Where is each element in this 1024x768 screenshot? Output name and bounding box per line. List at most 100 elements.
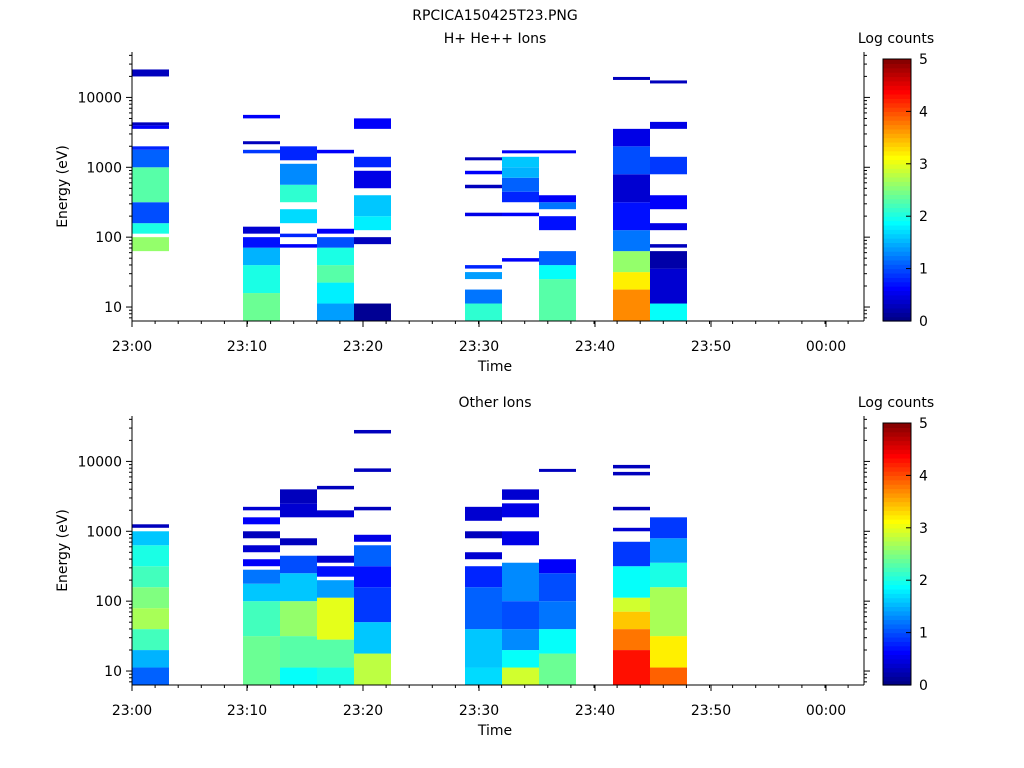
panel-title: Other Ions [458, 395, 531, 411]
spectrogram-cell [317, 247, 354, 266]
spectrogram-cell [243, 531, 280, 539]
colorbar-swatch [883, 671, 911, 677]
spectrogram-cell [650, 121, 687, 129]
spectrogram-cell [132, 608, 169, 630]
spectrogram-cell [650, 303, 687, 321]
x-tick-label: 23:00 [112, 339, 152, 355]
spectrogram-cell [132, 237, 169, 252]
spectrogram-cell [280, 503, 317, 518]
spectrogram-cell [354, 170, 391, 189]
spectrogram-cell [465, 566, 502, 588]
spectrogram-cell [317, 303, 354, 321]
spectrogram-cell [650, 244, 687, 248]
colorbar-swatch [883, 128, 911, 134]
spectrogram-cell [280, 538, 317, 546]
colorbar-swatch [883, 488, 911, 494]
colorbar-swatch [883, 497, 911, 503]
spectrogram-cell [243, 545, 280, 553]
spectrogram-cell [613, 202, 650, 231]
spectrogram-cell [613, 289, 650, 321]
x-tick-label: 23:50 [691, 339, 731, 355]
spectrogram-cell [613, 629, 650, 651]
colorbar-tick-label: 1 [919, 626, 928, 642]
colorbar-tick-label: 3 [919, 157, 928, 173]
x-tick-label: 23:20 [343, 339, 383, 355]
colorbar-frame [882, 58, 912, 322]
colorbar-swatch [883, 67, 911, 73]
colorbar-swatch [883, 124, 911, 130]
colorbar-swatch [883, 623, 911, 629]
spectrogram-cell [613, 128, 650, 147]
figure-title: RPCICA150425T23.PNG [412, 8, 577, 24]
colorbar-tick-label: 2 [919, 573, 928, 589]
spectrogram-cell [132, 202, 169, 224]
spectrogram-cell [280, 601, 317, 637]
spectrogram-cell [243, 237, 280, 248]
spectrogram-cell [243, 517, 280, 525]
colorbar-swatch [883, 540, 911, 546]
colorbar-swatch [883, 471, 911, 476]
spectrogram-cell [465, 303, 502, 321]
spectrogram-cell [650, 538, 687, 563]
x-tick-label: 23:30 [459, 339, 499, 355]
spectrogram-cell [613, 597, 650, 612]
colorbar-tick-label: 0 [919, 678, 928, 694]
colorbar-swatch [883, 181, 911, 187]
colorbar-swatch [883, 501, 911, 507]
spectrogram-cell [539, 202, 576, 210]
spectrogram-cell [243, 293, 280, 321]
colorbar-swatch [883, 676, 911, 682]
colorbar-swatch [883, 251, 911, 257]
colorbar-swatch [883, 519, 911, 525]
colorbar-swatch [883, 224, 911, 230]
spectrogram-cell [613, 251, 650, 273]
spectrogram-cell [613, 566, 650, 598]
colorbar-swatch [883, 76, 911, 82]
spectrogram-cell [132, 587, 169, 609]
spectrogram-cell [132, 69, 169, 77]
x-tick-label: 23:30 [459, 703, 499, 719]
spectrogram-cell [539, 251, 576, 266]
colorbar-swatch [883, 554, 911, 559]
colorbar-swatch [883, 59, 911, 64]
spectrogram-cell [280, 163, 317, 185]
spectrogram-cell [354, 545, 391, 567]
colorbar-swatch [883, 580, 911, 586]
colorbar-swatch [883, 259, 911, 265]
spectrogram-cell [502, 156, 539, 168]
y-axis-label: Energy (eV) [55, 509, 71, 592]
colorbar-swatch [883, 146, 911, 152]
spectrogram-cell [502, 667, 539, 685]
colorbar-swatch [883, 680, 911, 686]
x-tick-label: 23:00 [112, 703, 152, 719]
colorbar-swatch [883, 203, 911, 209]
x-axis-label: Time [477, 359, 512, 375]
colorbar-swatch [883, 137, 911, 143]
colorbar-swatch [883, 449, 911, 455]
spectrogram-cell [354, 237, 391, 245]
spectrogram-cell [502, 177, 539, 192]
colorbar-swatch [883, 575, 911, 581]
spectrogram-cell [354, 303, 391, 321]
y-tick-label: 10000 [77, 90, 122, 106]
colorbar-swatch [883, 562, 911, 568]
colorbar-swatch [883, 436, 911, 442]
colorbar-swatch [883, 163, 911, 169]
colorbar-swatch [883, 307, 911, 313]
spectrogram-cell [539, 573, 576, 602]
spectrogram-cell [465, 212, 502, 217]
spectrogram-cell [613, 541, 650, 567]
spectrogram-cell [280, 244, 317, 248]
spectrogram-cell [243, 265, 280, 294]
spectrogram-cell [650, 80, 687, 84]
spectrogram-cell [539, 629, 576, 654]
spectrogram-cell [132, 122, 169, 126]
colorbar-swatch [883, 514, 911, 520]
colorbar-swatch [883, 176, 911, 182]
spectrogram-cell [354, 156, 391, 168]
spectrogram-cell [243, 559, 280, 567]
colorbar-swatch [883, 233, 911, 239]
x-tick-label: 23:40 [575, 339, 615, 355]
spectrogram-cell [613, 272, 650, 290]
